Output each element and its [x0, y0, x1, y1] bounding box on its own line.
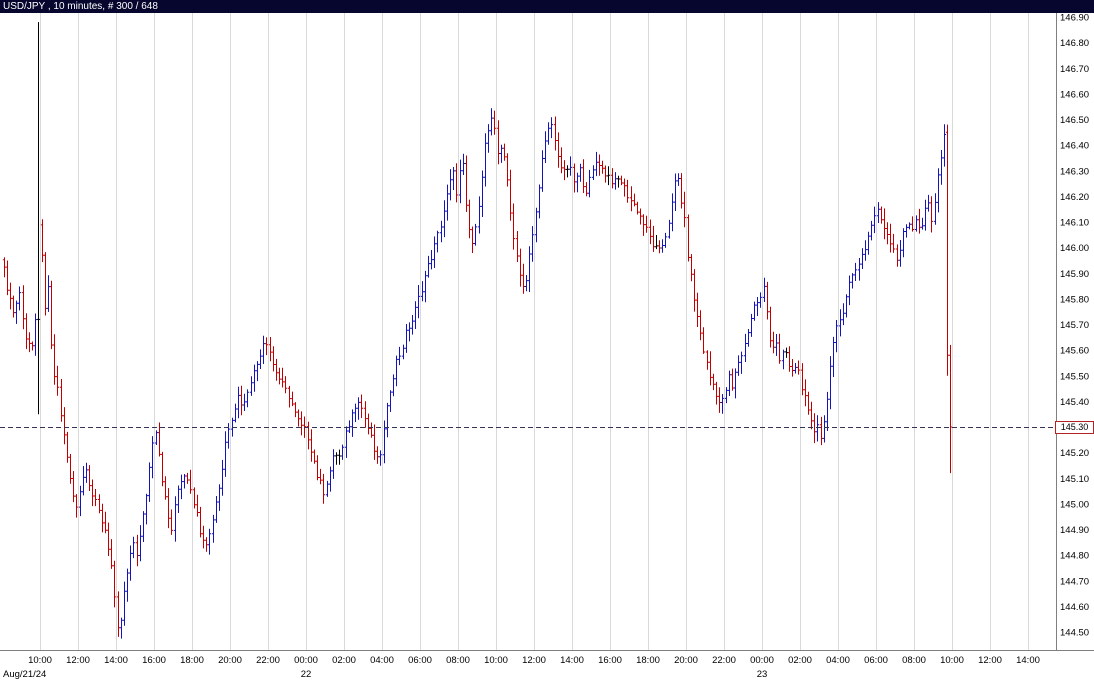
- x-axis-label: 14:00: [560, 655, 584, 666]
- x-axis-label: 20:00: [674, 655, 698, 666]
- x-axis-label: 10:00: [28, 655, 52, 666]
- y-axis-label: 145.40: [1060, 397, 1089, 408]
- y-axis-label: 146.50: [1060, 115, 1089, 126]
- x-axis-label: 20:00: [218, 655, 242, 666]
- x-axis-label: 12:00: [978, 655, 1002, 666]
- chart-title-bar: USD/JPY , 10 minutes, # 300 / 648: [0, 0, 1094, 13]
- ohlc-bars: [2, 22, 953, 639]
- x-axis-label: 10:00: [484, 655, 508, 666]
- y-axis-label: 146.00: [1060, 243, 1089, 254]
- y-axis-label: 145.10: [1060, 474, 1089, 485]
- y-axis-label: 145.00: [1060, 499, 1089, 510]
- x-axis-label: 18:00: [636, 655, 660, 666]
- day-label: 23: [757, 669, 768, 680]
- x-axis-label: 02:00: [788, 655, 812, 666]
- x-axis-label: 16:00: [142, 655, 166, 666]
- flat-bars: [36, 22, 789, 465]
- x-axis-label: 14:00: [1016, 655, 1040, 666]
- y-axis-label: 145.90: [1060, 269, 1089, 280]
- y-axis-label: 146.40: [1060, 141, 1089, 152]
- x-axis-label: 14:00: [104, 655, 128, 666]
- x-axis-label: 22:00: [256, 655, 280, 666]
- y-axis-label: 146.10: [1060, 218, 1089, 229]
- time-axis[interactable]: 10:00 12:00 14:00 16:00 18:00 20:00 22:00 00:00…: [3, 655, 1040, 680]
- y-axis-label: 145.20: [1060, 448, 1089, 459]
- gridlines: [40, 13, 1029, 650]
- y-axis-label: 146.80: [1060, 38, 1089, 49]
- day-label: 22: [301, 669, 312, 680]
- day-label: Aug/21/24: [3, 669, 46, 680]
- x-axis-label: 22:00: [712, 655, 736, 666]
- x-axis-label: 08:00: [902, 655, 926, 666]
- up-bars: [14, 108, 947, 639]
- y-axis-label: 144.70: [1060, 576, 1089, 587]
- y-axis-label: 144.80: [1060, 551, 1089, 562]
- x-axis-label: 06:00: [864, 655, 888, 666]
- chart-title: USD/JPY , 10 minutes, # 300 / 648: [3, 1, 158, 12]
- y-axis-label: 145.60: [1060, 346, 1089, 357]
- x-axis-label: 04:00: [826, 655, 850, 666]
- x-axis-label: 00:00: [294, 655, 318, 666]
- y-axis-label: 144.90: [1060, 525, 1089, 536]
- y-axis-label: 146.20: [1060, 192, 1089, 203]
- x-axis-label: 00:00: [750, 655, 774, 666]
- x-axis-label: 04:00: [370, 655, 394, 666]
- x-axis-label: 08:00: [446, 655, 470, 666]
- y-axis-label: 146.90: [1060, 13, 1089, 24]
- y-axis-label: 146.70: [1060, 64, 1089, 75]
- x-axis-label: 02:00: [332, 655, 356, 666]
- down-bars: [2, 110, 953, 637]
- y-axis-label: 146.30: [1060, 166, 1089, 177]
- x-axis-label: 16:00: [598, 655, 622, 666]
- x-axis-label: 18:00: [180, 655, 204, 666]
- y-axis-label: 145.80: [1060, 294, 1089, 305]
- x-axis-label: 12:00: [66, 655, 90, 666]
- x-axis-label: 06:00: [408, 655, 432, 666]
- current-price-tag: 145.30: [1055, 421, 1094, 434]
- y-axis-label: 144.60: [1060, 602, 1089, 613]
- y-axis-label: 145.70: [1060, 320, 1089, 331]
- x-axis-label: 10:00: [940, 655, 964, 666]
- x-axis-label: 12:00: [522, 655, 546, 666]
- price-axis[interactable]: 146.90 146.80 146.70 146.60 146.50 146.40 146.…: [1060, 13, 1089, 639]
- y-axis-label: 146.60: [1060, 89, 1089, 100]
- y-axis-label: 144.50: [1060, 628, 1089, 639]
- y-axis-label: 145.50: [1060, 371, 1089, 382]
